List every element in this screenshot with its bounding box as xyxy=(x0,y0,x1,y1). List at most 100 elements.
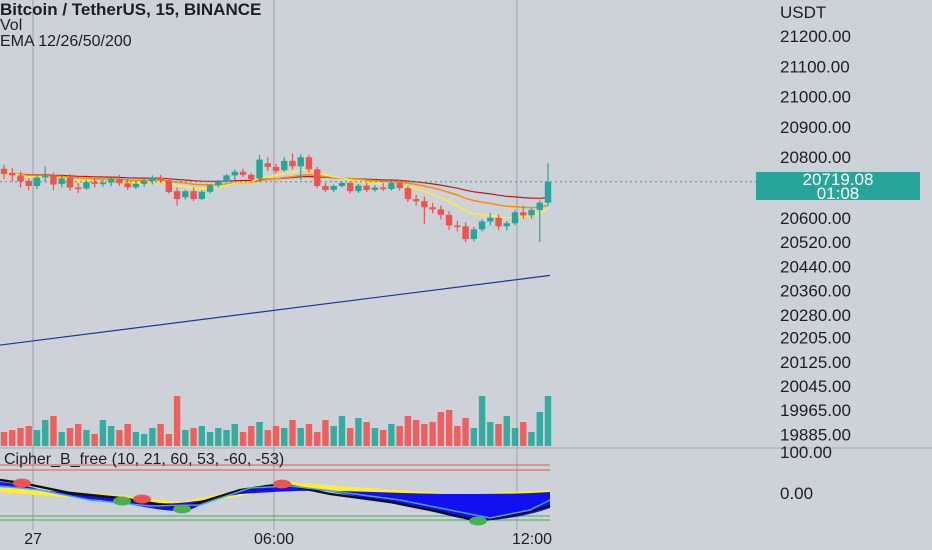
cipher-signal-dot xyxy=(469,516,487,526)
candle xyxy=(421,196,428,224)
volume-bar xyxy=(190,428,197,446)
candle xyxy=(470,226,478,242)
candle xyxy=(314,166,321,189)
candle xyxy=(239,168,247,177)
price-tick-label: 20045.00 xyxy=(780,377,851,396)
volume-bar xyxy=(305,424,313,446)
candle-body xyxy=(264,163,271,167)
candle-body xyxy=(272,166,280,171)
candle-body xyxy=(190,191,197,200)
candle-body xyxy=(9,172,16,176)
candle-body xyxy=(371,187,379,190)
candle-body xyxy=(429,207,436,210)
price-tick-label: 21000.00 xyxy=(780,88,851,107)
candle-body xyxy=(132,183,140,188)
candle-body xyxy=(116,179,123,184)
volume-legend[interactable]: Vol xyxy=(0,17,23,34)
last-price-value: 20719.08 xyxy=(802,170,874,189)
candle xyxy=(198,189,206,201)
candle-body xyxy=(503,223,510,227)
volume-bar xyxy=(454,426,461,446)
volume-bar xyxy=(437,412,445,446)
candle-body xyxy=(536,202,543,210)
price-tick-label: 19965.00 xyxy=(780,401,851,420)
candle-body xyxy=(396,182,403,189)
volume-bar xyxy=(536,412,543,446)
volume-bar xyxy=(346,428,354,446)
candle xyxy=(17,171,24,188)
candle-body xyxy=(223,175,230,182)
volume-bar xyxy=(17,428,24,446)
candle-body xyxy=(149,177,156,181)
candle xyxy=(528,208,535,219)
candle xyxy=(495,214,502,230)
volume-bar xyxy=(116,430,123,446)
candle-body xyxy=(74,187,82,190)
candle xyxy=(478,219,486,232)
ema12-line xyxy=(3,169,549,219)
currency-unit: USDT xyxy=(780,3,827,22)
volume-bar xyxy=(511,428,519,446)
volume-bar xyxy=(396,426,403,446)
volume-bar xyxy=(99,420,107,446)
candle-body xyxy=(173,191,181,200)
volume-bar xyxy=(421,424,428,446)
candle-body xyxy=(248,174,255,180)
candle-body xyxy=(478,221,486,230)
candle-body xyxy=(281,160,288,171)
volume-bar xyxy=(281,428,288,446)
indicator-legend[interactable]: Cipher_B_free (10, 21, 60, 53, -60, -53) xyxy=(4,451,285,468)
candle xyxy=(330,184,337,193)
candle-body xyxy=(256,159,263,179)
volume-bar xyxy=(371,428,379,446)
candle xyxy=(404,185,412,203)
symbol-title[interactable]: Bitcoin / TetherUS, 15, BINANCE xyxy=(0,0,262,19)
volume-bar xyxy=(42,420,49,446)
candle xyxy=(281,157,288,172)
price-tick-label: 20360.00 xyxy=(780,282,851,301)
volume-bar xyxy=(528,432,535,446)
candle xyxy=(363,182,370,193)
candle xyxy=(355,183,362,193)
candle-body xyxy=(454,225,461,227)
volume-bar xyxy=(487,422,494,446)
candle-body xyxy=(231,171,238,176)
candle xyxy=(487,213,494,226)
candle-body xyxy=(355,185,362,192)
volume-bar xyxy=(544,396,552,446)
volume-bar xyxy=(124,424,131,446)
time-axis: 27 06:00 12:00 xyxy=(24,531,552,548)
indicator-tick-label: 0.00 xyxy=(780,484,813,503)
volume-bar xyxy=(445,410,453,446)
candle xyxy=(338,181,346,188)
cipher-signal-dot xyxy=(13,478,31,488)
volume-bar xyxy=(9,430,16,446)
cipher-wave-fill xyxy=(0,482,550,521)
cipher-signal-dot xyxy=(113,496,131,506)
candle-body xyxy=(470,229,478,240)
volume-bar xyxy=(25,426,32,446)
volume-bars xyxy=(0,396,552,446)
volume-bar xyxy=(206,432,214,446)
candle-body xyxy=(445,214,453,226)
candle xyxy=(116,174,123,186)
candle-body xyxy=(289,160,296,167)
candle-body xyxy=(379,187,387,190)
volume-bar xyxy=(239,432,247,446)
candle-body xyxy=(0,168,8,174)
volume-bar xyxy=(330,426,337,446)
candle xyxy=(437,205,445,220)
volume-bar xyxy=(248,426,255,446)
volume-bar xyxy=(157,424,164,446)
candle-body xyxy=(412,199,420,202)
candle-body xyxy=(495,217,502,227)
volume-bar xyxy=(314,432,321,446)
price-tick-label: 20800.00 xyxy=(780,148,851,167)
candle-body xyxy=(314,169,321,186)
volume-bar xyxy=(50,416,57,446)
ema-legend[interactable]: EMA 12/26/50/200 xyxy=(0,33,132,50)
candle xyxy=(42,166,49,183)
volume-bar xyxy=(165,434,173,446)
